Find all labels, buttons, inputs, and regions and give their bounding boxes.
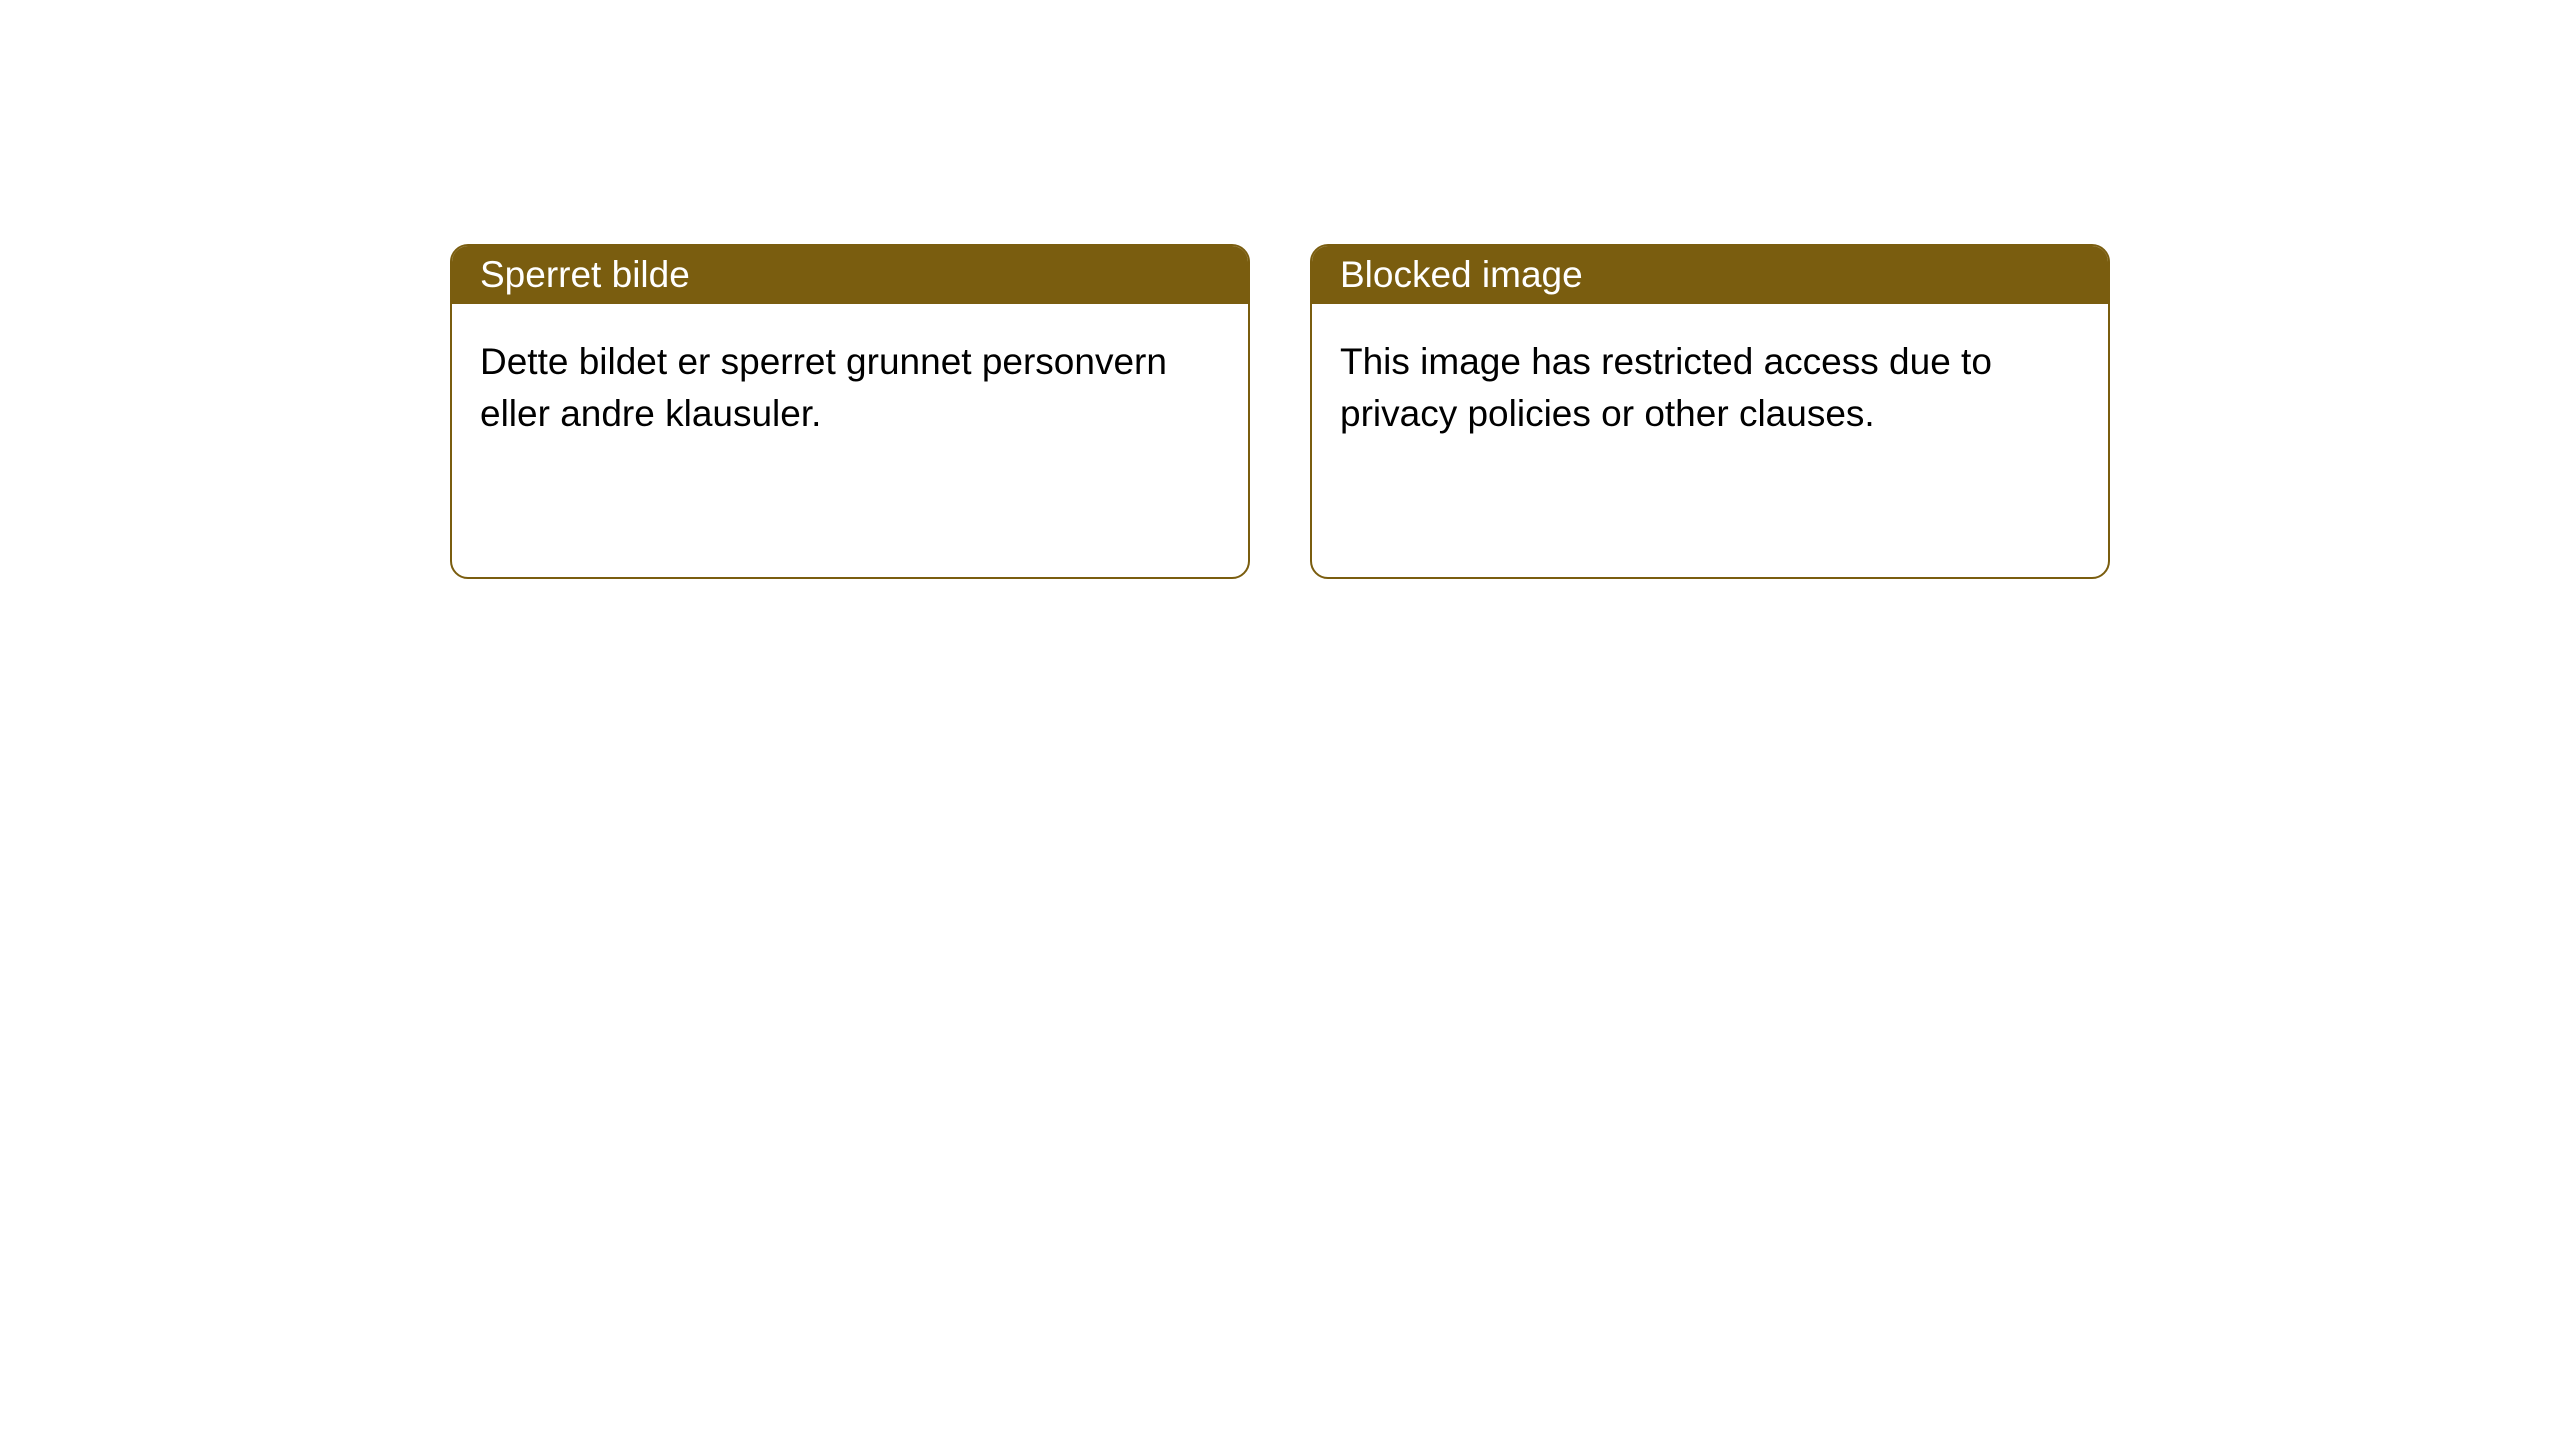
cards-container: Sperret bilde Dette bildet er sperret gr… bbox=[450, 244, 2110, 579]
blocked-image-card-english: Blocked image This image has restricted … bbox=[1310, 244, 2110, 579]
card-body-norwegian: Dette bildet er sperret grunnet personve… bbox=[452, 304, 1248, 472]
card-title-english: Blocked image bbox=[1340, 254, 1583, 295]
card-body-english: This image has restricted access due to … bbox=[1312, 304, 2108, 472]
card-message-norwegian: Dette bildet er sperret grunnet personve… bbox=[480, 341, 1167, 434]
card-title-norwegian: Sperret bilde bbox=[480, 254, 690, 295]
card-header-english: Blocked image bbox=[1312, 246, 2108, 304]
card-message-english: This image has restricted access due to … bbox=[1340, 341, 1992, 434]
card-header-norwegian: Sperret bilde bbox=[452, 246, 1248, 304]
blocked-image-card-norwegian: Sperret bilde Dette bildet er sperret gr… bbox=[450, 244, 1250, 579]
